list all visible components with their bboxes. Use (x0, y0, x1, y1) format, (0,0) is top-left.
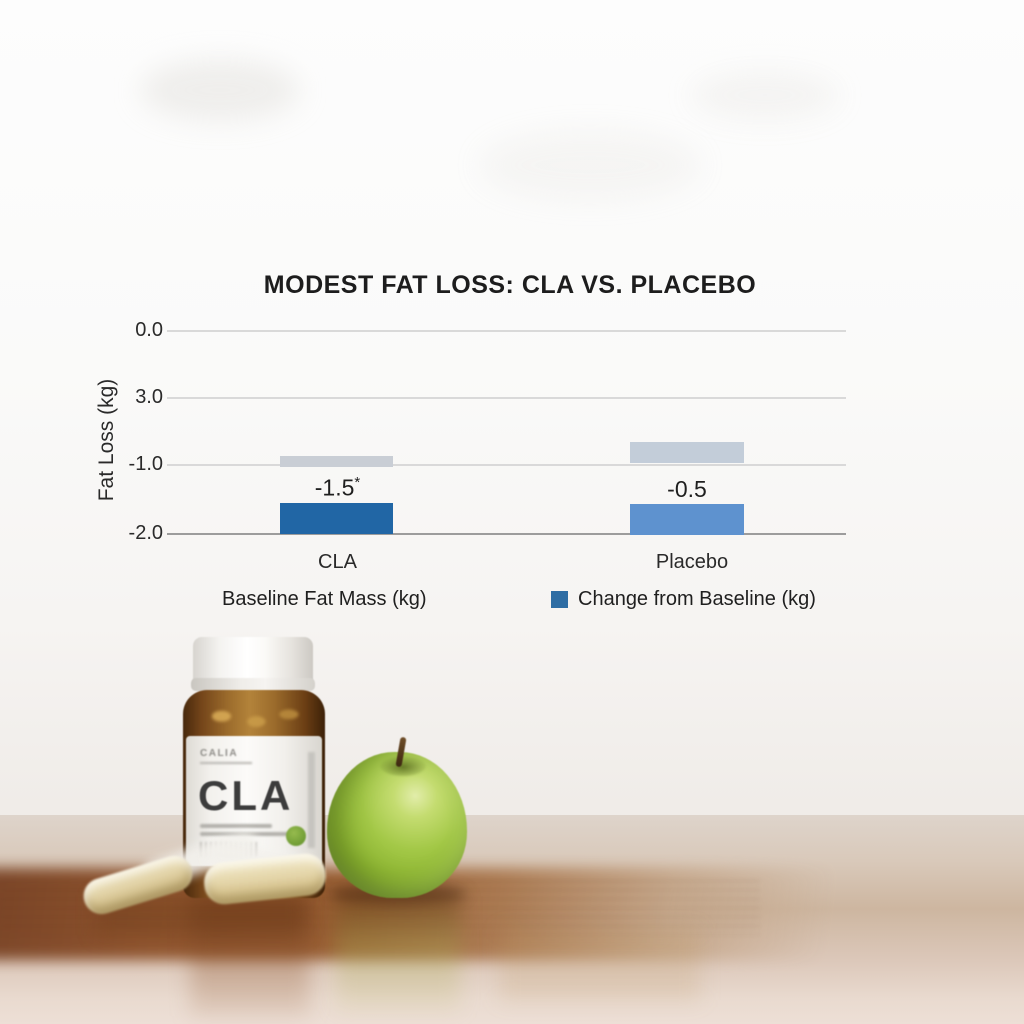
legend-item-baseline: Baseline Fat Mass (kg) (222, 588, 427, 610)
bottle-brand-text: CALIA (200, 748, 239, 759)
bottle-reflection (190, 898, 310, 1016)
legend-swatch-change (551, 591, 568, 608)
x-axis-line (167, 533, 846, 535)
data-label-cla-value: -1.5 (314, 474, 355, 501)
bottle-product-name: CLA (198, 772, 294, 819)
table-sheen (500, 930, 700, 1000)
wall-smudge (140, 60, 300, 120)
y-tick-2: -1.0 (128, 453, 163, 475)
legend-item-change: Change from Baseline (kg) (578, 588, 816, 610)
bar-placebo-change (630, 504, 744, 535)
bottle-brand-rule (200, 762, 252, 764)
label-fine-print (200, 824, 272, 828)
chart-title: MODEST FAT LOSS: CLA VS. PLACEBO (263, 271, 757, 299)
green-apple (327, 752, 467, 898)
significance-asterisk: * (354, 474, 361, 491)
gridline-2 (167, 464, 846, 466)
wall-smudge (690, 70, 840, 120)
y-tick-0: 0.0 (135, 319, 163, 341)
gridline-0 (167, 330, 846, 332)
label-green-badge (286, 826, 306, 846)
label-side-text-strip (308, 752, 315, 848)
gridline-1 (167, 397, 846, 399)
wall-smudge (480, 130, 700, 200)
y-tick-3: -2.0 (128, 522, 163, 544)
data-label-placebo: -0.5 (667, 476, 707, 502)
bottle-cap-rim (191, 678, 315, 691)
bar-cla-change (280, 503, 393, 534)
bar-cla-baseline (280, 456, 393, 467)
capsules-in-bottle-top (196, 700, 312, 736)
bar-placebo-baseline (630, 442, 744, 463)
apple-reflection (336, 896, 460, 1011)
y-axis-title: Fat Loss (kg) (95, 378, 118, 502)
x-label-placebo: Placebo (655, 551, 729, 573)
y-tick-1: 3.0 (135, 386, 163, 408)
apple-stem-well (380, 756, 426, 776)
data-label-cla: -1.5* (280, 474, 395, 502)
background-wall (0, 0, 1024, 828)
x-label-cla: CLA (318, 551, 357, 573)
